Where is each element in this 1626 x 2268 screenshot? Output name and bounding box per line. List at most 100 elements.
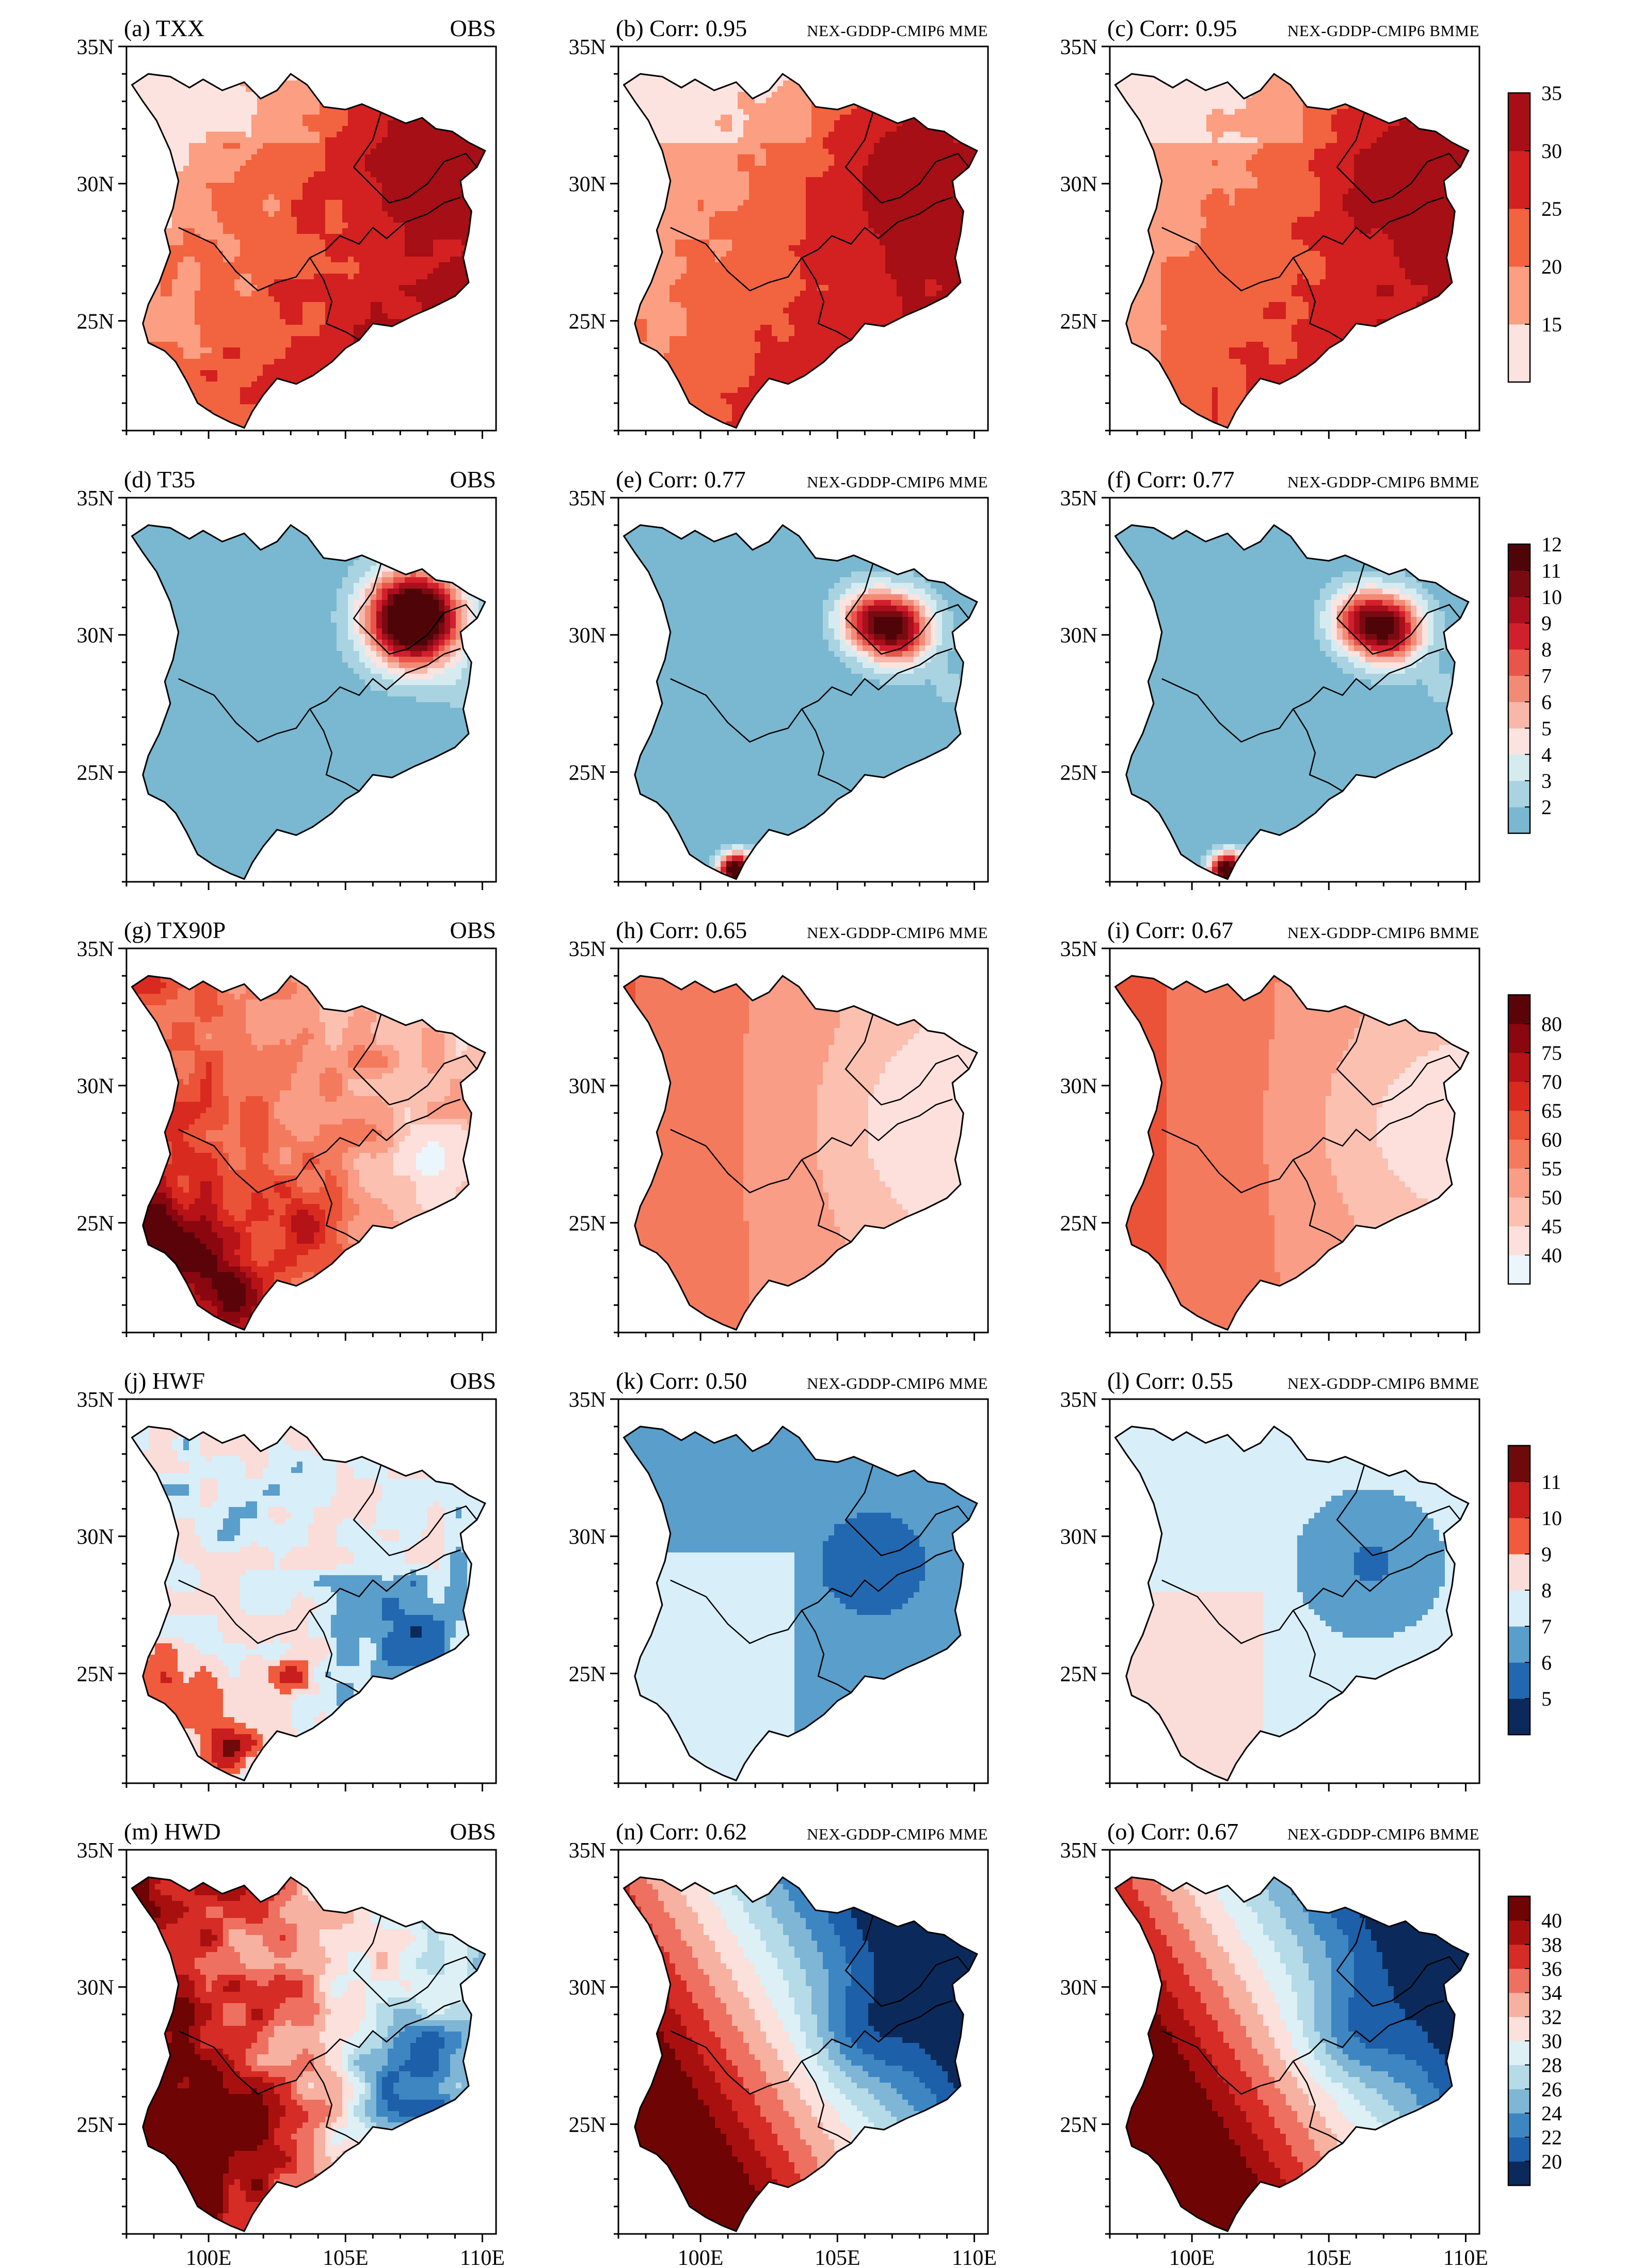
x-tick-label: 100E: [678, 2246, 724, 2268]
colorbar-label: 7: [1541, 1615, 1552, 1638]
colorbar-swatch: [1508, 1082, 1530, 1111]
colorbar-swatch: [1508, 1139, 1530, 1169]
colorbar-label: 9: [1541, 1543, 1552, 1566]
y-tick-label: 35N: [1060, 36, 1097, 59]
colorbar-label: 60: [1541, 1128, 1562, 1151]
panel-source: OBS: [450, 1818, 496, 1845]
y-tick-label: 35N: [77, 1388, 114, 1412]
colorbar-label: 70: [1541, 1070, 1562, 1093]
colorbar-swatch: [1508, 676, 1530, 702]
colorbar-swatch: [1508, 1226, 1530, 1256]
colorbar-swatch: [1508, 1024, 1530, 1053]
colorbar-hwf: 5 6 7 8 9 10 11: [1508, 1446, 1562, 1735]
colorbar-label: 40: [1541, 1909, 1562, 1932]
colorbar-swatch: [1508, 544, 1530, 570]
y-tick-label: 30N: [569, 1526, 606, 1549]
colorbar-label: 45: [1541, 1215, 1562, 1238]
colorbar-label: 5: [1541, 1687, 1552, 1710]
colorbar-swatch: [1508, 2065, 1530, 2089]
colorbar-label: 8: [1541, 638, 1552, 661]
colorbar-swatch: [1508, 1111, 1530, 1140]
colorbar-swatch: [1508, 728, 1530, 754]
colorbar-swatch: [1508, 1699, 1530, 1735]
panel-title: (h) Corr: 0.65: [616, 917, 747, 943]
colorbar-swatch: [1508, 2137, 1530, 2162]
y-tick-label: 30N: [569, 624, 606, 648]
x-tick-label: 100E: [1169, 2246, 1215, 2268]
panel-source: NEX-GDDP-CMIP6 MME: [807, 1374, 988, 1392]
colorbar-label: 28: [1541, 2054, 1562, 2077]
colorbar-swatch: [1508, 1590, 1530, 1627]
y-tick-label: 25N: [1060, 310, 1097, 334]
y-tick-label: 25N: [1060, 2113, 1097, 2137]
y-tick-label: 25N: [1060, 1212, 1097, 1235]
colorbar-swatch: [1508, 597, 1530, 623]
panel-title: (f) Corr: 0.77: [1107, 466, 1235, 493]
colorbar-swatch: [1508, 754, 1530, 781]
colorbar-label: 6: [1541, 1651, 1552, 1674]
y-tick-label: 25N: [569, 1212, 606, 1235]
x-tick-label: 110E: [460, 2246, 505, 2268]
colorbar-label: 30: [1541, 2029, 1562, 2053]
colorbar-label: 20: [1541, 2150, 1562, 2173]
panel-source: NEX-GDDP-CMIP6 BMME: [1287, 22, 1479, 40]
colorbar-label: 11: [1541, 1470, 1561, 1494]
colorbar-swatch: [1508, 93, 1530, 151]
y-tick-label: 25N: [569, 761, 606, 785]
y-tick-label: 35N: [569, 487, 606, 511]
colorbar-swatch: [1508, 2017, 1530, 2041]
y-tick-label: 25N: [77, 2113, 114, 2137]
panel-title: (j) HWF: [124, 1368, 205, 1394]
colorbar-swatch: [1508, 1197, 1530, 1227]
y-tick-label: 35N: [1060, 938, 1097, 961]
y-tick-label: 25N: [569, 310, 606, 334]
colorbar-swatch: [1508, 995, 1530, 1024]
colorbar-label: 10: [1541, 1506, 1562, 1530]
panel-source: NEX-GDDP-CMIP6 BMME: [1287, 473, 1479, 491]
y-tick-label: 30N: [1060, 624, 1097, 648]
colorbar-swatch: [1508, 1168, 1530, 1198]
colorbar-swatch: [1508, 151, 1530, 209]
y-tick-label: 35N: [1060, 487, 1097, 511]
colorbar-label: 10: [1541, 585, 1562, 609]
y-tick-label: 30N: [569, 173, 606, 197]
y-tick-label: 35N: [77, 938, 114, 961]
panel-source: NEX-GDDP-CMIP6 BMME: [1287, 1825, 1479, 1843]
colorbar-label: 11: [1541, 559, 1561, 582]
panel-title: (c) Corr: 0.95: [1107, 15, 1237, 41]
panel-title: (i) Corr: 0.67: [1107, 917, 1233, 943]
colorbar-swatch: [1508, 781, 1530, 807]
panel-source: NEX-GDDP-CMIP6 MME: [807, 22, 988, 40]
colorbar-label: 50: [1541, 1186, 1562, 1209]
y-tick-label: 30N: [77, 1075, 114, 1099]
colorbar-label: 9: [1541, 612, 1552, 635]
y-tick-label: 35N: [569, 36, 606, 59]
colorbar-swatch: [1508, 1446, 1530, 1482]
colorbar-label: 8: [1541, 1579, 1552, 1602]
y-tick-label: 25N: [1060, 1662, 1097, 1686]
colorbar-label: 75: [1541, 1041, 1562, 1065]
colorbar-label: 65: [1541, 1099, 1562, 1122]
panel-title: (e) Corr: 0.77: [616, 466, 746, 493]
x-tick-label: 105E: [1306, 2246, 1352, 2268]
panel-source: NEX-GDDP-CMIP6 MME: [807, 473, 988, 491]
y-tick-label: 30N: [1060, 1075, 1097, 1099]
y-tick-label: 30N: [77, 1976, 114, 2000]
colorbar-label: 6: [1541, 690, 1552, 713]
colorbar-label: 32: [1541, 2005, 1562, 2028]
panel-title: (a) TXX: [124, 15, 204, 41]
colorbar-swatch: [1508, 266, 1530, 325]
colorbar-label: 35: [1541, 82, 1562, 105]
colorbar-label: 15: [1541, 313, 1562, 336]
